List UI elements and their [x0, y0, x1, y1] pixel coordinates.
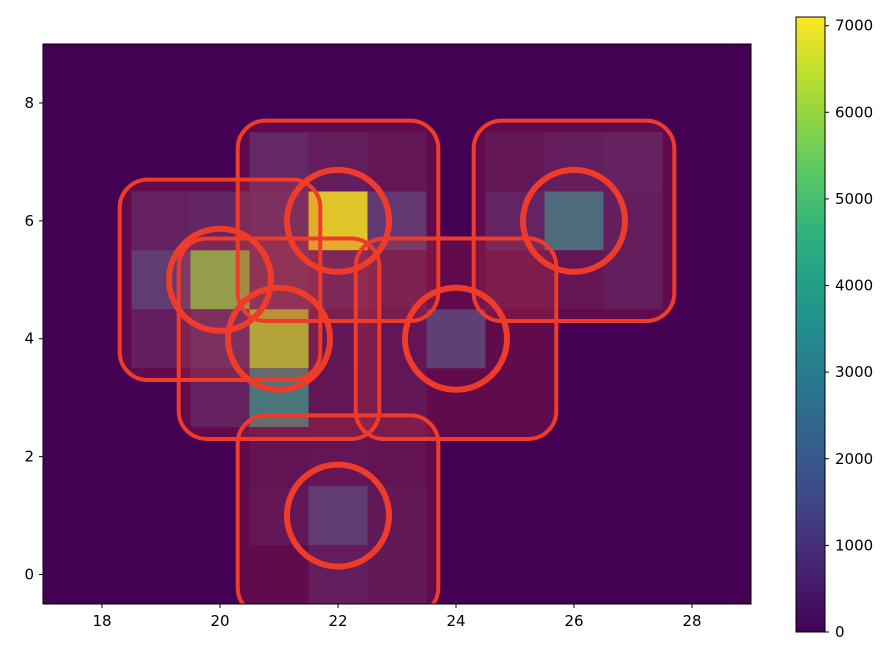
annotation-box: [176, 236, 382, 441]
heatmap-cell: [426, 309, 486, 369]
y-tick-label: 6: [24, 212, 34, 230]
annotation-box: [353, 236, 559, 441]
colorbar-tick-label: 3000: [835, 363, 873, 381]
annotation-circle: [520, 166, 628, 275]
heatmap-cell: [249, 250, 309, 310]
annotation-overlay: [117, 118, 677, 604]
colorbar-tick-label: 6000: [835, 103, 873, 121]
y-tick-label: 2: [24, 448, 34, 466]
annotation-circle: [284, 461, 392, 570]
heatmap-cell: [367, 132, 427, 192]
annotation-circle: [402, 284, 510, 393]
x-tick-label: 28: [682, 612, 701, 630]
x-tick-label: 20: [210, 612, 229, 630]
annotation-circle: [225, 284, 333, 393]
colorbar-tick-label: 2000: [835, 450, 873, 468]
heatmap-cell: [603, 191, 663, 251]
heatmap-cell: [190, 309, 250, 369]
y-tick-label: 0: [24, 566, 34, 584]
annotation-box: [117, 177, 323, 382]
x-tick-label: 26: [564, 612, 583, 630]
heatmap-cell: [367, 486, 427, 546]
y-tick-label: 4: [24, 330, 34, 348]
heatmap-cell: [603, 132, 663, 192]
colorbar-tick-label: 5000: [835, 190, 873, 208]
y-axis: 0 2 4 6 8: [24, 94, 43, 584]
heatmap-cell: [544, 191, 604, 251]
colorbar: 0 1000 2000 3000 4000 5000 6000 7000: [795, 16, 873, 641]
heatmap-cell: [485, 132, 545, 192]
colorbar-tick-label: 1000: [835, 536, 873, 554]
x-axis: 18 20 22 24 26 28: [92, 604, 702, 630]
annotation-circle: [284, 166, 392, 275]
plot-frame: [42, 43, 752, 605]
heatmap-cell: [603, 250, 663, 310]
heatmap-cell: [131, 191, 191, 251]
x-tick-label: 24: [446, 612, 465, 630]
colorbar-gradient: [795, 16, 826, 633]
plot-area: [42, 43, 752, 605]
colorbar-tick-label: 7000: [835, 17, 873, 35]
heatmap-cell: [308, 486, 368, 546]
heatmap-cell: [249, 486, 309, 546]
heatmap-cell: [544, 132, 604, 192]
heatmap-cell: [367, 545, 427, 604]
heatmap-cell: [485, 250, 545, 310]
annotation-box: [235, 413, 441, 604]
colorbar-ticks: 0 1000 2000 3000 4000 5000 6000 7000: [825, 17, 873, 641]
y-tick-label: 8: [24, 94, 34, 112]
annotation-box: [235, 118, 441, 324]
annotation-box: [471, 118, 677, 324]
heatmap-cell: [308, 132, 368, 192]
colorbar-tick-label: 4000: [835, 277, 873, 295]
annotation-circle: [166, 225, 274, 334]
x-tick-label: 22: [328, 612, 347, 630]
colorbar-tick-label: 0: [835, 623, 845, 641]
heatmap-cell: [308, 545, 368, 604]
x-tick-label: 18: [92, 612, 111, 630]
